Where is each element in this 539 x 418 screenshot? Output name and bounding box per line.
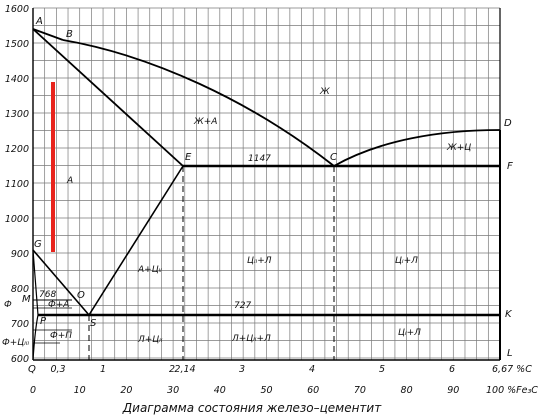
point-F: F [507,161,513,172]
c-tick-5: 5 [379,364,385,375]
wt-tick-0: 0 [30,385,36,396]
c-tick-4: 4 [309,364,315,375]
point-L: L [507,348,513,359]
phase-labels: Ж Ж+А Ж+Ц А 1147 768 727 А+Цᵢᵢ Цᵢᵢ+Л Цᵢ+… [2,87,471,348]
point-G: G [34,239,42,250]
point-S: S [90,318,97,329]
wt-tick-labels: 0 10 20 30 40 50 60 70 80 90 100 %Fe₃C [30,385,538,396]
y-tick-1200: 1200 [5,144,29,155]
phase-cI-l-lower: Цᵢ+Л [398,328,421,338]
y-tick-1500: 1500 [5,39,29,50]
c-tick-6: 6 [449,364,455,375]
grid [33,7,500,360]
y-tick-1000: 1000 [5,214,29,225]
line-PQ [32,314,39,361]
point-B: B [66,29,73,40]
point-D: D [504,118,512,129]
phase-cI-l-upper: Цᵢᵢ+Л [247,256,272,266]
phase-cI-l-right-upper: Цᵢ+Л [395,256,418,266]
y-tick-700: 700 [11,319,29,330]
point-P: P [40,316,47,327]
phase-a-cI: А+Цᵢᵢ [137,265,162,275]
temp-1147: 1147 [248,154,271,164]
line-GS [32,249,90,316]
y-tick-labels: 1600 1500 1400 1300 1200 1100 1000 900 8… [5,4,29,365]
point-K: K [505,309,513,320]
wt-tick-80: 80 [401,385,413,396]
phase-l-cementite: Ж+Ц [446,143,471,153]
liquidus-BC [62,39,335,167]
diagram-title: Диаграмма состояния железо–цементит [122,401,382,415]
wt-tick-20: 20 [120,385,132,396]
point-Q: Q [28,364,36,375]
c-tick-1: 1 [100,364,106,375]
phase-f: Ф [4,300,12,310]
wt-tick-70: 70 [354,385,366,396]
highlight-bar [51,82,55,252]
phase-l-cII-l: Л+Цᵢᵢ+Л [231,334,271,344]
point-O: O [77,290,85,301]
c-tick-6-67: 6,67 %C [492,364,532,375]
c-tick-3: 3 [239,364,245,375]
phase-f-c3: Ф+Цᵢᵢᵢ [2,338,29,348]
y-tick-1600: 1600 [5,4,29,15]
dashed-guides [88,166,335,360]
y-tick-1300: 1300 [5,109,29,120]
line-ES [88,165,184,316]
y-tick-600: 600 [11,354,29,365]
y-tick-800: 800 [11,284,29,295]
c-tick-2-14: 2,14 [174,364,195,375]
phase-f-a: Ф+А [48,300,69,310]
phase-liquid: Ж [319,87,330,97]
c-tick-0-3: 0,3 [50,364,65,375]
y-tick-1100: 1100 [5,179,29,190]
point-E: E [185,152,192,163]
wt-tick-40: 40 [214,385,226,396]
phase-l-austenite: Ж+А [193,117,217,127]
phase-f-p: Ф+П [50,331,72,341]
y-tick-1400: 1400 [5,74,29,85]
point-labels: A B G E C D F K L M O P S Q [22,16,513,375]
wt-tick-90: 90 [447,385,459,396]
line-AB [32,28,64,41]
c-tick-2: 2 [169,364,175,375]
phase-lines [32,28,501,361]
wt-tick-100: 100 %Fe₃C [486,385,538,396]
point-M: M [22,294,31,305]
wt-tick-10: 10 [74,385,86,396]
c-tick-labels: 0,3 1 2 2,14 3 4 5 6 6,67 %C [50,364,532,375]
wt-tick-30: 30 [167,385,179,396]
phase-austenite: А [66,176,73,186]
wt-tick-60: 60 [307,385,319,396]
point-A: A [35,16,43,27]
wt-tick-50: 50 [260,385,272,396]
temp-768: 768 [39,290,56,300]
liquidus-CD [333,129,501,167]
y-tick-900: 900 [11,249,29,260]
point-C: C [330,152,337,163]
temp-727: 727 [234,301,251,311]
phase-l-cII: Л+Цᵢᵢ [137,335,163,345]
solidus-AE [32,28,184,167]
line-GP [32,249,39,316]
